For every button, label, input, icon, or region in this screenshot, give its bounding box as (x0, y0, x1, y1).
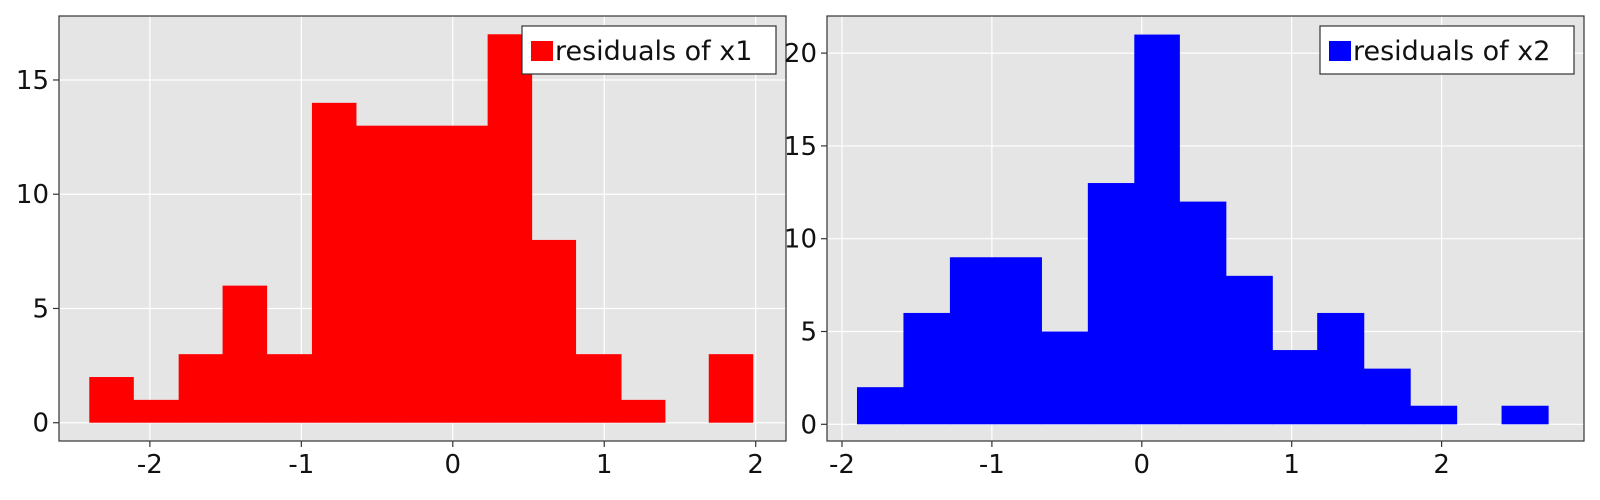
x-tick-label: -1 (288, 450, 314, 480)
legend-label: residuals of x1 (555, 36, 752, 67)
x-tick-label: -2 (829, 450, 855, 480)
histogram-bar (133, 399, 180, 423)
legend-label: residuals of x2 (1353, 36, 1550, 67)
histogram-bar (1134, 34, 1180, 425)
y-tick-label: 20 (784, 39, 817, 69)
x-tick-label: 2 (1433, 450, 1450, 480)
y-tick-label: 15 (16, 66, 49, 96)
legend-box (1319, 25, 1575, 75)
legend-swatch (531, 41, 553, 61)
x-tick-label: 2 (747, 450, 764, 480)
histogram-bar (266, 354, 313, 423)
histogram-bar (1087, 183, 1135, 425)
x-tick-label: 1 (1283, 450, 1300, 480)
histogram-bar (355, 125, 401, 423)
histogram-bar (1317, 312, 1365, 425)
x-tick-label: 0 (1134, 450, 1151, 480)
histogram-bar (994, 257, 1042, 425)
histogram-bar (1225, 275, 1273, 425)
histogram-bar (1272, 350, 1318, 425)
histogram-bar (620, 399, 666, 423)
histogram-bar (89, 377, 134, 423)
histogram-bar (1041, 331, 1089, 425)
histogram-bar (178, 354, 224, 423)
y-tick-label: 10 (784, 225, 817, 255)
histogram-bar (1501, 405, 1549, 425)
x-tick-label: -2 (137, 450, 163, 480)
histogram-bar (399, 125, 445, 423)
x-tick-label: 1 (596, 450, 613, 480)
histogram-bar (856, 387, 905, 425)
x-tick-label: -1 (979, 450, 1005, 480)
y-tick-label: 10 (16, 180, 49, 210)
histogram-panel-1: -2 -1 0 1 2 0 5 10 15 residuals of x1 (16, 15, 787, 480)
histogram-bar (575, 354, 622, 423)
histogram-bar (1363, 368, 1411, 425)
histogram-bar (903, 312, 951, 425)
histogram-bar (222, 285, 268, 423)
y-tick-label: 15 (784, 132, 817, 162)
histogram-bar (487, 34, 533, 423)
histogram-bar (443, 125, 489, 423)
histogram-bar (1410, 405, 1458, 425)
legend-box (521, 25, 777, 75)
legend: residuals of x1 (521, 25, 777, 75)
y-tick-label: 5 (32, 294, 49, 324)
legend: residuals of x2 (1319, 25, 1575, 75)
plot-frame (58, 15, 787, 442)
histogram-bar (531, 239, 577, 423)
histogram-bar (1179, 201, 1227, 425)
legend-swatch (1329, 41, 1351, 61)
plot-frame (826, 15, 1585, 442)
histogram-bar (708, 354, 754, 423)
y-tick-label: 0 (800, 410, 817, 440)
y-tick-label: 5 (800, 318, 817, 348)
histogram-bar (949, 257, 996, 425)
x-tick-label: 0 (445, 450, 462, 480)
histogram-bar (311, 102, 357, 423)
y-tick-label: 0 (32, 409, 49, 439)
